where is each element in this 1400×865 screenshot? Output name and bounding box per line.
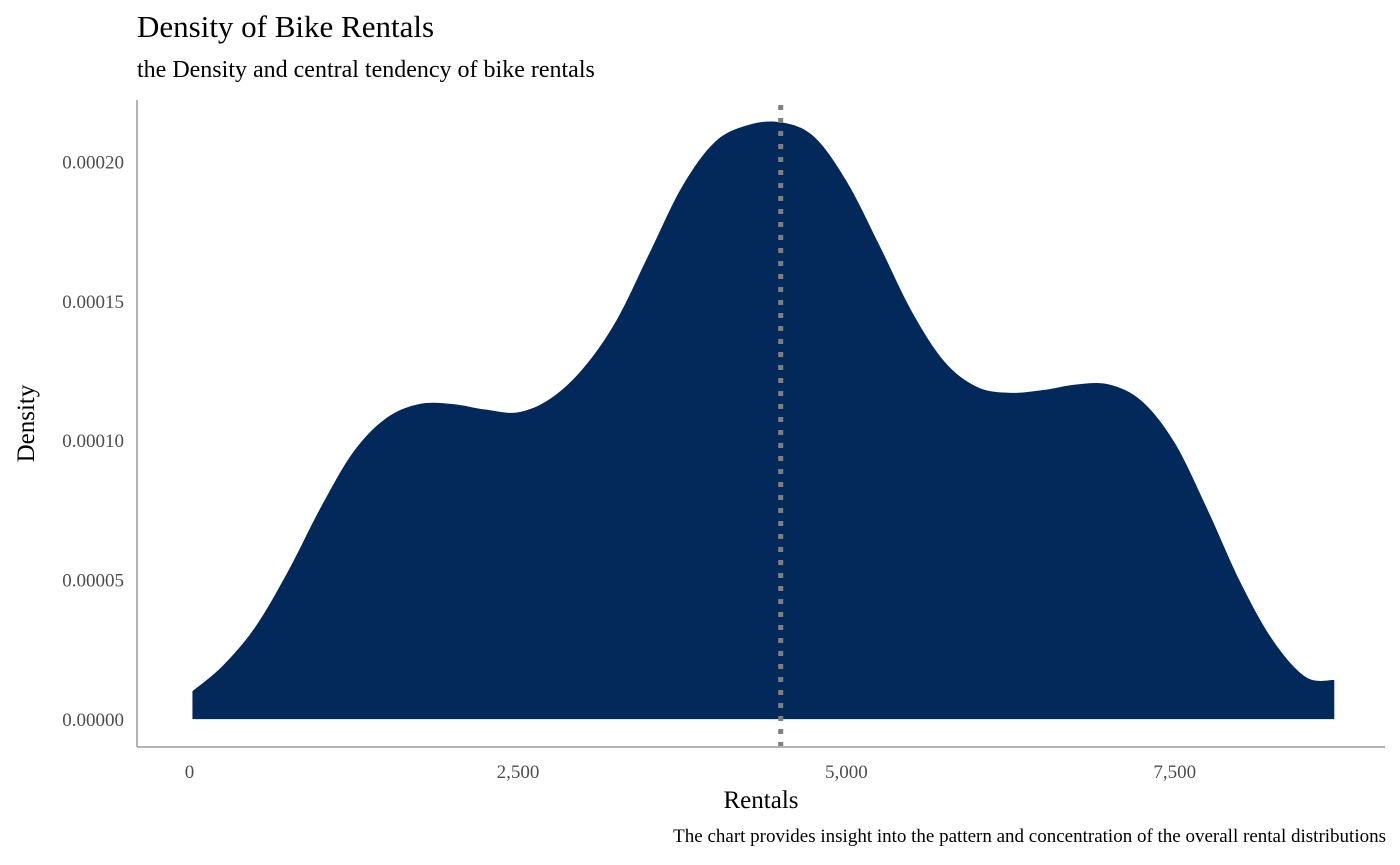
x-tick-label: 2,500 bbox=[497, 762, 540, 783]
y-tick-label: 0.00005 bbox=[62, 571, 124, 592]
tick-labels: 0 2,500 5,000 7,500 0.00000 0.00005 0.00010 0.0… bbox=[62, 152, 1196, 783]
y-tick-label: 0.00000 bbox=[62, 710, 124, 731]
y-tick-label: 0.00015 bbox=[62, 292, 124, 313]
density-area bbox=[192, 121, 1335, 720]
y-tick-label: 0.00010 bbox=[62, 431, 124, 452]
chart-caption: The chart provides insight into the patt… bbox=[673, 826, 1386, 847]
x-tick-label: 5,000 bbox=[825, 762, 868, 783]
chart-subtitle: the Density and central tendency of bike… bbox=[137, 57, 595, 83]
plot-area bbox=[192, 105, 1335, 747]
chart-title: Density of Bike Rentals bbox=[137, 9, 435, 44]
y-axis-title: Density bbox=[13, 384, 40, 462]
x-tick-label: 0 bbox=[185, 762, 195, 783]
x-axis-title: Rentals bbox=[724, 787, 799, 814]
x-tick-label: 7,500 bbox=[1153, 762, 1196, 783]
axes bbox=[136, 100, 1385, 748]
y-tick-label: 0.00020 bbox=[62, 152, 124, 173]
